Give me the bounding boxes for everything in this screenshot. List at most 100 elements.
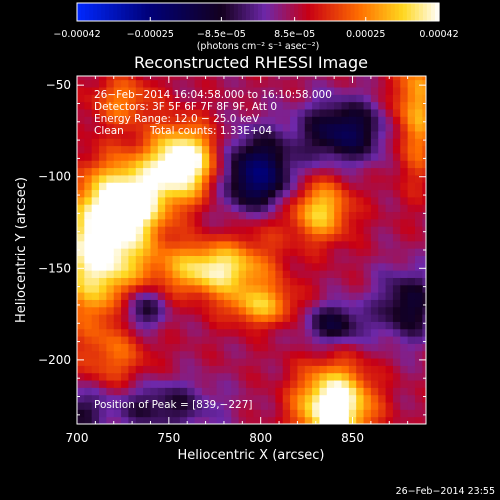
heatmap-cell (201, 394, 210, 403)
heatmap-cell (165, 233, 174, 242)
heatmap-cell (121, 167, 129, 176)
time-range-annotation: 26−Feb−2014 16:04:58.000 to 16:10:58.000 (94, 89, 332, 101)
heatmap-cell (312, 358, 320, 366)
heatmap-cell (238, 167, 247, 176)
heatmap-cell (135, 116, 144, 125)
colorbar-cell (149, 3, 155, 21)
heatmap-cell (363, 182, 372, 191)
heatmap-cell (128, 167, 137, 176)
heatmap-cell (238, 204, 247, 213)
heatmap-cell (84, 284, 93, 293)
heatmap-cell (84, 145, 93, 154)
heatmap-cell (201, 328, 210, 337)
heatmap-cell (407, 174, 416, 183)
colorbar-cell (229, 3, 235, 21)
heatmap-cell (407, 270, 416, 278)
heatmap-cell (165, 387, 174, 396)
heatmap-cell (334, 387, 343, 396)
heatmap-cell (231, 270, 240, 278)
heatmap-cell (304, 416, 313, 424)
colorbar-cell (117, 3, 122, 21)
heatmap-cell (209, 233, 218, 242)
heatmap-cell (113, 76, 122, 81)
heatmap-cell (356, 204, 365, 213)
heatmap-cell (290, 160, 298, 169)
heatmap-cell (392, 387, 401, 396)
heatmap-cell (91, 240, 100, 249)
colorbar-cell (282, 3, 287, 21)
heatmap-cell (275, 160, 284, 169)
heatmap-cell (201, 189, 210, 198)
heatmap-cell (304, 240, 313, 249)
heatmap-cell (304, 79, 313, 88)
heatmap-cell (91, 409, 100, 418)
heatmap-cell (150, 321, 159, 330)
heatmap-cell (385, 108, 394, 117)
heatmap-cell (297, 101, 306, 110)
heatmap-cell (370, 123, 379, 132)
heatmap-cell (245, 409, 254, 418)
heatmap-cell (282, 321, 291, 330)
heatmap-cell (194, 226, 203, 235)
heatmap-cell (422, 218, 426, 227)
heatmap-cell (260, 182, 269, 191)
heatmap-cell (165, 409, 174, 418)
heatmap-cell (326, 167, 335, 176)
heatmap-cell (106, 86, 115, 95)
heatmap-cell (91, 328, 100, 337)
heatmap-cell (121, 262, 129, 271)
heatmap-cell (172, 409, 181, 418)
heatmap-cell (238, 416, 247, 424)
heatmap-cell (414, 358, 423, 366)
heatmap-cell (91, 416, 100, 424)
heatmap-cell (91, 152, 100, 161)
heatmap-cell (297, 402, 306, 410)
heatmap-cell (319, 226, 328, 235)
heatmap-cell (253, 218, 262, 227)
heatmap-cell (392, 196, 401, 205)
heatmap-cell (400, 343, 409, 352)
heatmap-cell (253, 174, 262, 183)
heatmap-cell (231, 226, 240, 235)
heatmap-cell (312, 328, 320, 337)
heatmap-cell (245, 262, 254, 271)
heatmap-cell (157, 380, 166, 388)
heatmap-cell (194, 292, 203, 300)
heatmap-cell (216, 270, 225, 278)
heatmap-cell (282, 314, 291, 322)
heatmap-cell (113, 101, 122, 110)
heatmap-cell (312, 218, 320, 227)
heatmap-cell (165, 196, 174, 205)
heatmap-cell (209, 372, 218, 381)
heatmap-cell (238, 270, 247, 278)
heatmap-cell (253, 76, 262, 81)
heatmap-cell (113, 416, 122, 424)
heatmap-cell (356, 372, 365, 381)
heatmap-cell (334, 402, 343, 410)
heatmap-cell (297, 167, 306, 176)
heatmap-cell (363, 284, 372, 293)
heatmap-cell (341, 152, 350, 161)
heatmap-cell (106, 160, 115, 169)
heatmap-cell (370, 145, 379, 154)
colorbar-cell (249, 3, 255, 21)
heatmap-cell (187, 255, 196, 264)
heatmap-cell (187, 189, 196, 198)
heatmap-cell (326, 182, 335, 191)
heatmap-cell (135, 314, 144, 322)
heatmap-cell (400, 358, 409, 366)
heatmap-cell (414, 270, 423, 278)
heatmap-cell (260, 284, 269, 293)
heatmap-cell (245, 277, 254, 286)
heatmap-cell (179, 182, 188, 191)
heatmap-cell (326, 416, 335, 424)
heatmap-cell (165, 101, 174, 110)
colorbar-cell (314, 3, 319, 21)
heatmap-cell (400, 86, 409, 95)
heatmap-cell (99, 160, 107, 169)
colorbar-cell (398, 3, 404, 21)
heatmap-cell (77, 409, 85, 418)
heatmap-cell (378, 380, 387, 388)
heatmap-cell (194, 416, 203, 424)
heatmap-cell (356, 79, 365, 88)
